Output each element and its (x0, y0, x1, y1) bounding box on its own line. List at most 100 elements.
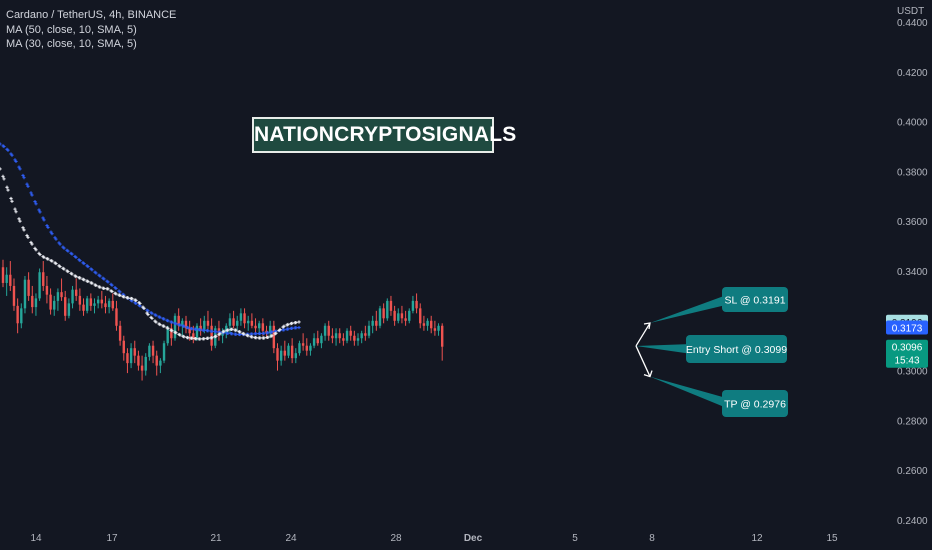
candle-body (312, 338, 316, 346)
ma-white-point (186, 336, 190, 340)
ma-white-point (106, 287, 110, 291)
ma-blue-point (102, 277, 106, 281)
candle-body (258, 323, 261, 329)
y-tick-label: 0.3000 (897, 367, 928, 378)
candle-body (309, 345, 312, 351)
ma-blue-point (26, 184, 30, 188)
candle-body (20, 308, 23, 324)
callout-label: TP @ 0.2976 (724, 399, 786, 411)
ma-white-point (154, 320, 158, 324)
price-tag-bg (886, 320, 928, 335)
candle-body (243, 313, 246, 324)
candle-body (364, 333, 367, 336)
trade-callout: TP @ 0.2976 (650, 376, 788, 417)
candle-body (301, 343, 305, 346)
candle-body (199, 325, 202, 331)
x-tick-label: 24 (285, 533, 297, 544)
candle-body (173, 315, 177, 339)
candle-body (294, 353, 297, 359)
ma-blue-point (98, 274, 102, 278)
ma-white-point (182, 335, 186, 339)
candle-body (67, 303, 71, 316)
candle-body (85, 298, 89, 311)
candle-body (60, 292, 63, 298)
candle-body (437, 325, 440, 331)
ma-blue-point (41, 216, 45, 220)
ma-blue-point (22, 176, 26, 180)
ma-white-point (0, 167, 2, 171)
x-tick-label: 14 (30, 533, 42, 544)
ma-blue-point (45, 223, 49, 228)
ma-white-point (29, 240, 33, 245)
candle-body (382, 308, 385, 319)
ma-white-point (26, 235, 30, 239)
candle-body (159, 360, 162, 366)
watermark-banner: NATIONCRYPTOSIGNALS (252, 117, 516, 153)
candle-body (353, 335, 356, 341)
ma-blue-point (154, 313, 158, 317)
ma-blue-point (234, 332, 238, 336)
price-tag: 0.3173 (886, 320, 928, 335)
ma-blue-point (258, 331, 262, 336)
x-tick-label: 5 (572, 533, 578, 544)
ma-blue-point (33, 199, 37, 204)
candle-body (133, 348, 136, 356)
ma-white-point (266, 335, 270, 339)
ma-blue-point (54, 237, 58, 241)
ma-white-point (214, 334, 218, 338)
ma-blue-point (158, 315, 162, 319)
candle-body (181, 320, 184, 326)
ma-blue-point (6, 148, 10, 152)
candle-body (323, 325, 327, 336)
candle-body (334, 333, 338, 339)
ma-white-point (22, 228, 26, 232)
candle-body (345, 330, 349, 341)
candle-body (38, 272, 41, 299)
candle-body (78, 295, 82, 305)
candle-body (298, 343, 301, 354)
ma-white-point (218, 332, 222, 336)
candle-body (56, 292, 60, 301)
ma-white-point (294, 320, 298, 325)
ma-white-point (270, 334, 274, 338)
candle-body (82, 304, 85, 311)
callout-label: SL @ 0.3191 (724, 295, 785, 307)
candle-body (16, 305, 19, 324)
ma-blue-point (262, 331, 266, 335)
ma-blue-point (186, 326, 190, 330)
indicator-ma-30: MA (30, close, 10, SMA, 5) (6, 38, 137, 50)
price-tag-value: 0.3173 (892, 324, 923, 335)
ma-white-point (62, 267, 66, 271)
ma-blue-point (282, 328, 286, 332)
ma-blue-point (174, 322, 178, 326)
candle-body (232, 318, 235, 326)
candle-body (34, 298, 38, 308)
candle-body (349, 330, 352, 336)
ma-white-point (230, 327, 234, 331)
price-tag-bg (886, 339, 928, 368)
arrow-to-sl (635, 322, 651, 347)
price-tag-value: 0.3096 (892, 343, 923, 354)
ma-blue-point (230, 332, 234, 336)
candle-body (170, 328, 173, 339)
ma-white-point (126, 296, 130, 300)
candle-body (305, 345, 308, 351)
ma-blue-point (182, 324, 186, 328)
candle-body (188, 328, 191, 334)
ma-blue-point (66, 249, 70, 253)
candle-body (375, 320, 378, 326)
ma-blue-point (270, 330, 274, 334)
ma-blue-point (74, 255, 78, 259)
callout-pointer (650, 294, 728, 324)
ma-white-point (138, 301, 142, 305)
y-tick-label: 0.4400 (897, 18, 928, 29)
ma-white-point (122, 295, 126, 299)
candle-body (203, 320, 206, 331)
ma-white-point (34, 248, 38, 252)
candle-body (23, 279, 27, 309)
candle-body (75, 289, 78, 296)
ma-blue-point (58, 242, 62, 246)
ma-white-point (70, 272, 74, 276)
